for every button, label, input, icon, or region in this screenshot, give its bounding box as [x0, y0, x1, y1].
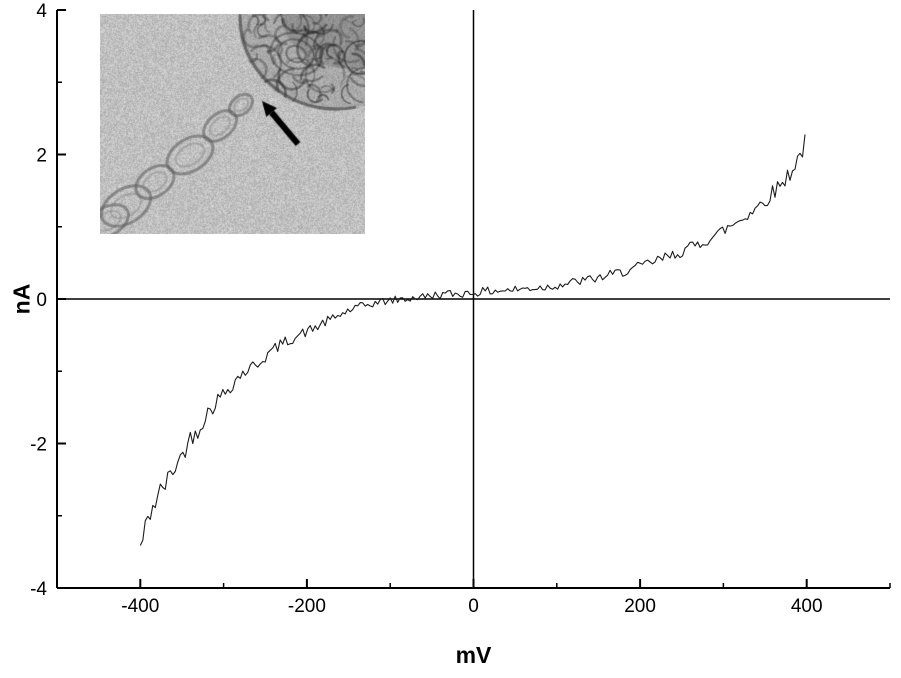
x-tick-label: 400 — [791, 596, 823, 617]
tem-inset-image — [100, 14, 365, 234]
y-tick-label: 0 — [36, 290, 47, 311]
x-tick-label: -400 — [121, 596, 159, 617]
y-axis-label: nA — [8, 283, 35, 315]
y-tick-label: 4 — [36, 1, 47, 22]
y-tick-label: -2 — [30, 435, 47, 456]
x-tick-label: 0 — [468, 596, 479, 617]
y-tick-label: 2 — [36, 146, 47, 167]
x-axis-label: mV — [455, 642, 492, 668]
x-tick-label: 200 — [624, 596, 656, 617]
y-tick-label: -4 — [30, 579, 47, 600]
iv-curve-line — [139, 134, 806, 546]
x-tick-label: -200 — [288, 596, 326, 617]
